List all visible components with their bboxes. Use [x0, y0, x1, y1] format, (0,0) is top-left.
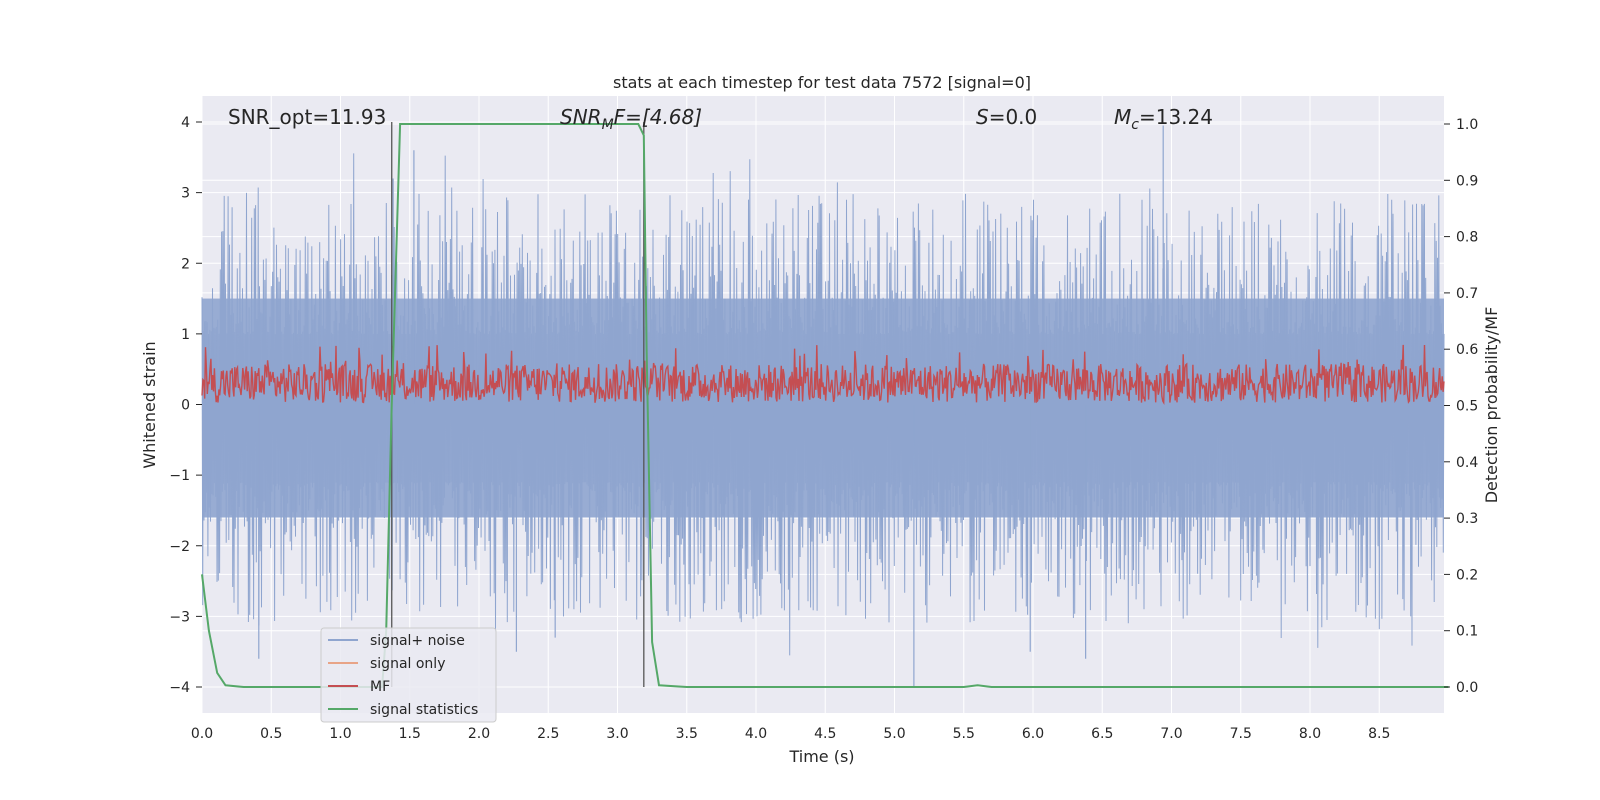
- y-ticks-right: 1.0 0.9 0.8 0.7 0.6 0.5 0.4 0.3 0.2 0.1 0.0: [1444, 117, 1478, 696]
- series-signal-noise: [201, 125, 1445, 687]
- legend-label-mf: MF: [370, 679, 390, 695]
- annotation-mc-rest: =13.24: [1139, 105, 1213, 129]
- x-tick-label: 7.5: [1230, 726, 1252, 742]
- mf-line: [201, 344, 1445, 406]
- series-mf: [201, 344, 1445, 406]
- y-tick-label: −2: [169, 539, 190, 555]
- y-right-tick-label: 0.4: [1456, 455, 1478, 471]
- x-tick-label: 2.5: [537, 726, 559, 742]
- y-right-tick-label: 0.9: [1456, 173, 1478, 189]
- x-ticks: 0.0 0.5 1.0 1.5 2.0 2.5 3.0 3.5 4.0 4.5 5.0 5.5 6.0 6…: [191, 726, 1391, 742]
- annotation-snr-mf-main: SNR: [560, 105, 602, 129]
- x-tick-label: 2.0: [468, 726, 490, 742]
- annotation-mc-main: M: [1114, 105, 1131, 129]
- y-tick-label: −1: [169, 468, 190, 484]
- x-tick-label: 8.0: [1299, 726, 1321, 742]
- x-tick-label: 1.0: [329, 726, 351, 742]
- x-tick-label: 4.0: [745, 726, 767, 742]
- series-signal-statistics: [201, 123, 1449, 688]
- y-right-tick-label: 0.2: [1456, 567, 1478, 583]
- x-tick-label: 3.5: [676, 726, 698, 742]
- y-right-tick-label: 0.3: [1456, 511, 1478, 527]
- annotation-snr-mf-rest: F=[4.68]: [614, 105, 702, 129]
- x-tick-label: 0.0: [191, 726, 213, 742]
- y-tick-label: −3: [169, 609, 190, 625]
- x-tick-label: 7.0: [1160, 726, 1182, 742]
- annotation-mc: Mc=13.24: [1114, 105, 1213, 133]
- y-right-tick-label: 0.8: [1456, 230, 1478, 246]
- y-axis-label-right: Detection probability/MF: [1482, 307, 1501, 504]
- legend-label-signal-statistics: signal statistics: [370, 702, 478, 718]
- y-tick-label: 4: [181, 115, 190, 131]
- x-tick-label: 4.5: [814, 726, 836, 742]
- x-tick-label: 3.0: [606, 726, 628, 742]
- legend-box: [320, 627, 497, 723]
- y-right-tick-label: 0.7: [1456, 286, 1478, 302]
- legend-label-signal-noise: signal+ noise: [370, 633, 465, 649]
- signal-noise-line: [201, 153, 1445, 656]
- y-right-tick-label: 0.5: [1456, 399, 1478, 415]
- y-right-tick-label: 1.0: [1456, 117, 1478, 133]
- x-tick-label: 8.5: [1368, 726, 1390, 742]
- annotation-s-italic: S: [976, 105, 989, 129]
- legend-label-signal-only: signal only: [370, 656, 445, 672]
- legend: signal+ noise signal only MF signal stat…: [320, 627, 497, 723]
- y-tick-label: −4: [169, 680, 190, 696]
- annotation-snr-opt: SNR_opt=11.93: [228, 105, 386, 129]
- y-tick-label: 0: [181, 398, 190, 414]
- y-tick-label: 2: [181, 256, 190, 272]
- y-tick-label: 3: [181, 186, 190, 202]
- y-ticks-left: 4 3 2 1 0 −1 −2 −3 −4: [169, 115, 202, 696]
- annotation-mc-sub: c: [1131, 117, 1139, 133]
- chart-title: stats at each timestep for test data 757…: [613, 73, 1031, 92]
- signal-statistics-line: [201, 123, 1449, 688]
- x-tick-label: 1.5: [399, 726, 421, 742]
- y-right-tick-label: 0.1: [1456, 624, 1478, 640]
- x-axis-label: Time (s): [788, 747, 854, 766]
- annotation-snr-mf: SNRMF=[4.68]: [560, 105, 702, 133]
- x-tick-label: 0.5: [260, 726, 282, 742]
- y-right-tick-label: 0.6: [1456, 342, 1478, 358]
- x-tick-label: 6.5: [1091, 726, 1113, 742]
- annotation-s: S=0.0: [976, 105, 1037, 129]
- annotation-s-rest: =0.0: [989, 105, 1038, 129]
- y-right-tick-label: 0.0: [1456, 680, 1478, 696]
- x-tick-label: 5.5: [953, 726, 975, 742]
- y-tick-label: 1: [181, 327, 190, 343]
- y-axis-label: Whitened strain: [140, 341, 159, 468]
- x-tick-label: 5.0: [883, 726, 905, 742]
- annotation-snr-mf-sub: M: [602, 117, 614, 133]
- x-tick-label: 6.0: [1022, 726, 1044, 742]
